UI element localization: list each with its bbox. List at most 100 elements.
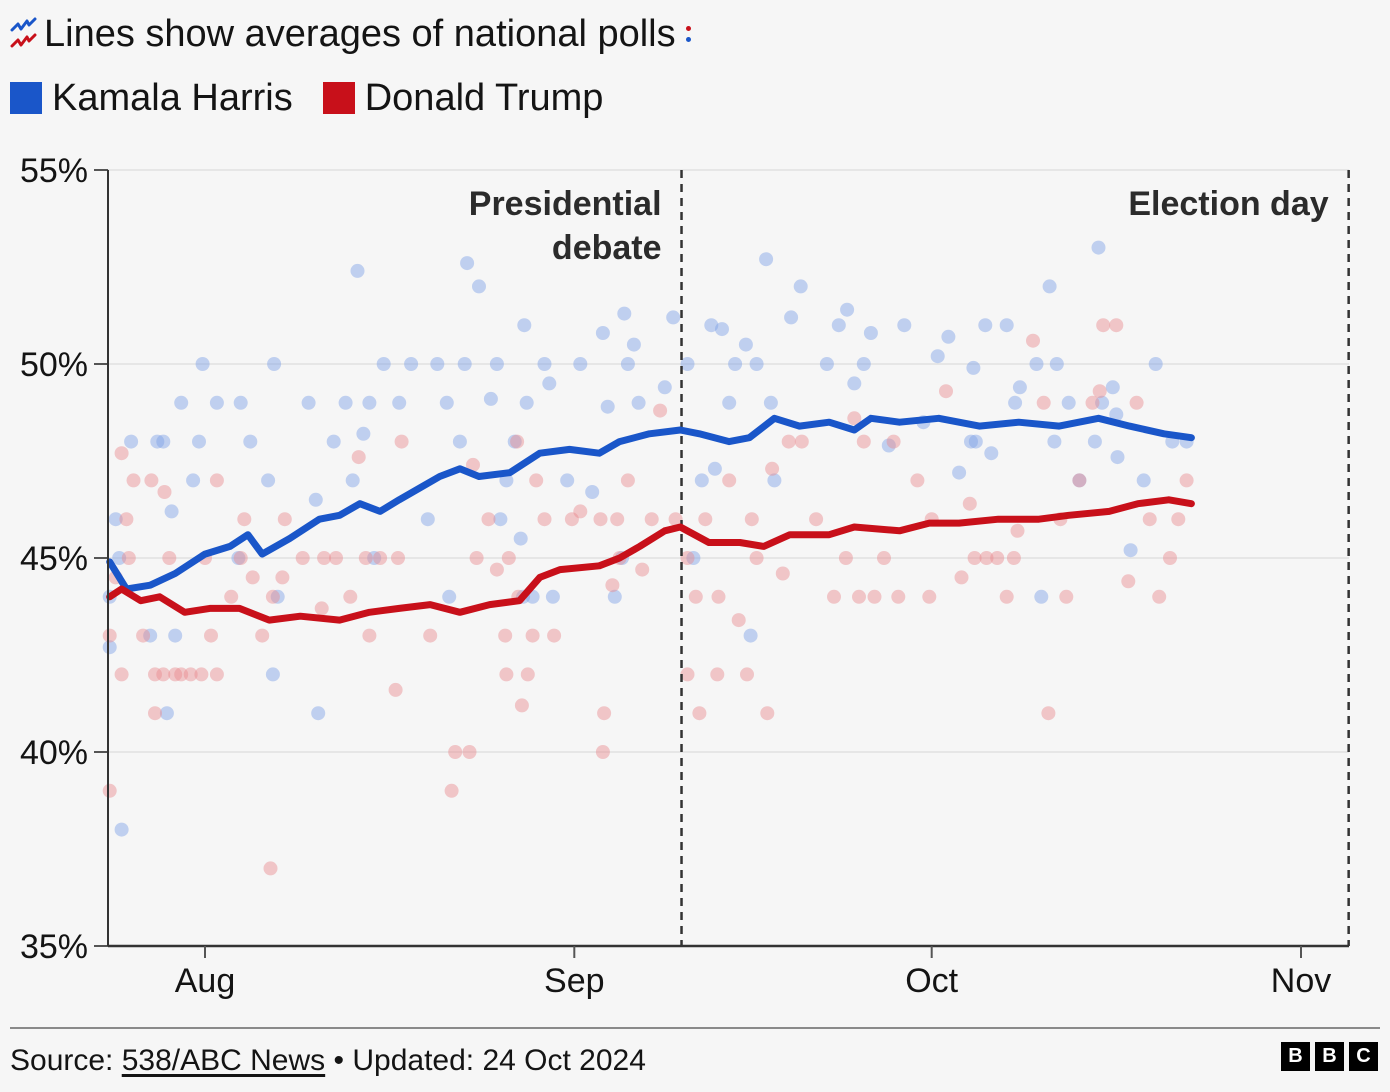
trump-poll-dot [731, 613, 746, 628]
trump-poll-dot [595, 745, 610, 759]
trump-poll-dot [886, 434, 901, 449]
election-day-label: Election day [1128, 185, 1328, 223]
bbc-logo-letter: C [1349, 1042, 1378, 1071]
source-prefix: Source: [10, 1044, 122, 1077]
harris-poll-dot [493, 512, 508, 527]
harris-poll-dot [301, 395, 316, 410]
footer-divider [10, 1027, 1380, 1029]
trump-poll-dot [775, 566, 790, 581]
harris-poll-dot [243, 434, 258, 449]
trump-poll-dot [351, 450, 366, 465]
harris-poll-dot [108, 512, 123, 527]
harris-poll-dot [356, 426, 371, 441]
harris-poll-dot [513, 531, 528, 546]
harris-poll-dot [819, 357, 834, 371]
harris-poll-dot [338, 395, 353, 410]
trump-poll-dot [373, 551, 388, 565]
harris-poll-dot [617, 306, 632, 321]
trump-poll-dot [939, 384, 953, 399]
harris-poll-dot [657, 380, 672, 395]
trump-poll-dot [148, 706, 162, 721]
harris-poll-dot [573, 357, 588, 371]
trump-poll-dot [462, 745, 477, 759]
legend-swatch-harris [10, 82, 42, 114]
trump-poll-dot [744, 512, 759, 527]
title-text: Lines show averages of national polls [44, 13, 676, 55]
harris-poll-dot [507, 434, 522, 449]
trump-poll-dot [233, 551, 248, 565]
harris-poll-dot [840, 302, 855, 317]
harris-poll-dot [517, 318, 532, 333]
vertical-dots-icon[interactable] [685, 26, 691, 42]
harris-poll-dot [460, 256, 475, 271]
trump-poll-dot [749, 551, 764, 565]
harris-poll-dot [1109, 407, 1124, 422]
bbc-logo-letter: B [1315, 1042, 1344, 1071]
trump-poll-dot [469, 551, 484, 565]
trump-poll-dot [275, 570, 290, 585]
updated-text: Updated: 24 Oct 2024 [352, 1044, 646, 1077]
trump-poll-dot [1163, 551, 1177, 565]
trump-poll-dot [847, 411, 862, 426]
trump-poll-dot [564, 512, 579, 527]
harris-poll-dot [1110, 450, 1125, 465]
trump-poll-dot [1092, 384, 1107, 399]
trump-poll-dot [126, 473, 141, 488]
trump-poll-dot [856, 434, 871, 449]
trump-poll-dot [295, 551, 310, 565]
harris-poll-dot [542, 376, 557, 391]
debate-label: Presidential [469, 185, 662, 223]
harris-poll-dot [186, 473, 201, 488]
legend-item-harris: Kamala Harris [10, 76, 293, 120]
trump-poll-dot [520, 667, 535, 682]
trump-poll-dot [394, 434, 409, 449]
harris-poll-dot [738, 337, 753, 352]
trump-poll-dot [114, 667, 129, 682]
harris-poll-dot [209, 395, 224, 410]
trump-poll-dot [263, 861, 278, 876]
trump-poll-dot [358, 551, 373, 565]
trump-poll-dot [529, 473, 544, 488]
trump-poll-dot [314, 601, 329, 616]
legend-swatch-trump [322, 82, 355, 114]
harris-poll-dot [1008, 395, 1023, 410]
harris-poll-dot [483, 391, 498, 406]
trump-poll-dot [698, 512, 713, 527]
trump-poll-dot [157, 485, 172, 499]
debate-label: debate [552, 229, 662, 267]
harris-poll-dot [308, 492, 323, 507]
trump-poll-dot [990, 551, 1005, 565]
trump-poll-dot [237, 512, 252, 527]
harris-poll-dot [1012, 380, 1027, 395]
harris-poll-dot [978, 318, 993, 333]
harris-poll-dot [897, 318, 912, 333]
harris-poll-dot [1091, 240, 1106, 255]
harris-poll-dot [350, 263, 365, 278]
harris-poll-dot [831, 318, 846, 333]
trump-poll-dot [1179, 473, 1194, 488]
trump-poll-dot [194, 667, 209, 682]
harris-poll-dot [1061, 395, 1076, 410]
trump-poll-dot [162, 551, 177, 565]
trump-poll-dot [209, 667, 224, 682]
harris-poll-dot [439, 395, 454, 410]
trump-poll-dot [999, 589, 1014, 604]
trump-poll-dot [1010, 523, 1025, 538]
harris-poll-dot [585, 485, 600, 499]
y-tick-label: 55% [20, 152, 88, 190]
trump-poll-dot [498, 628, 513, 643]
harris-poll-dot [457, 357, 472, 371]
trump-poll-dot [183, 667, 198, 682]
trump-poll-dot [680, 667, 695, 682]
trump-poll-dot [1142, 512, 1157, 527]
trump-poll-dot [891, 589, 906, 604]
harris-poll-dot [686, 551, 701, 565]
trump-poll-dot [809, 512, 824, 527]
trump-poll-dot [1041, 706, 1056, 721]
trump-poll-dot [1036, 395, 1051, 410]
trump-poll-dot [156, 667, 171, 682]
source-link[interactable]: 538/ABC News [121, 1044, 326, 1077]
harris-poll-dot [195, 357, 210, 371]
harris-poll-dot [233, 395, 248, 410]
trump-poll-dot [444, 783, 459, 798]
